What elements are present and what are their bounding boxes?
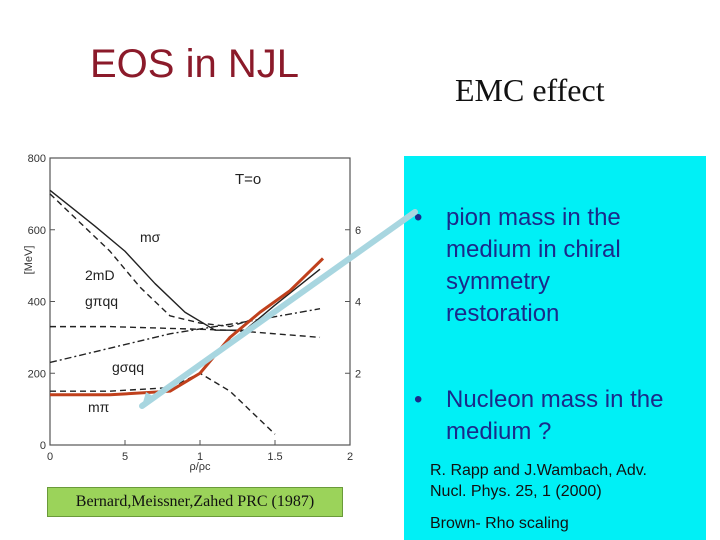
y2-ticks: 2 4 6 (345, 225, 361, 380)
series-group (49, 189, 325, 435)
slide-title-right: EMC effect (455, 72, 605, 108)
annotation-arrowhead (142, 392, 156, 406)
series-line-1 (49, 193, 253, 328)
bullet-text: pion mass in the medium in chiral symmet… (446, 204, 621, 327)
y-tick-label: 200 (28, 368, 46, 380)
annotation-arrow (139, 209, 418, 409)
bullet-panel (404, 156, 706, 540)
label-g-sigma-qq: gσqq (112, 359, 144, 375)
citation: R. Rapp and J.Wambach, Adv. Nucl. Phys. … (430, 462, 647, 500)
x-tick-label: 1.5 (267, 451, 282, 463)
eos-chart: 0 200 400 600 800 2 4 6 0 5 1 1.5 2 [MeV] ρ/ρc T=o… (23, 153, 418, 473)
slide-title-left: EOS in NJL (90, 42, 299, 86)
bullet-text: Nucleon mass in the medium ? (446, 386, 664, 445)
x-axis-label: ρ/ρc (189, 461, 211, 473)
x-tick-label: 2 (347, 451, 353, 463)
bullet-pion-mass: • pion mass in the medium in chiral symm… (414, 202, 704, 342)
reference-box: Bernard,Meissner,Zahed PRC (1987) (47, 487, 343, 517)
series-line-0 (49, 189, 321, 331)
x-tick-label: 0 (47, 451, 53, 463)
bullet-marker: • (414, 204, 423, 231)
y2-tick-label: 4 (355, 297, 361, 309)
label-m-sigma: mσ (140, 229, 161, 245)
y2-tick-label: 6 (355, 225, 361, 237)
x-ticks: 0 5 1 1.5 2 (47, 440, 353, 463)
bullet-nucleon-mass: • Nucleon mass in the medium ? (414, 384, 714, 454)
series-line-4 (50, 372, 276, 435)
y-tick-label: 400 (28, 297, 46, 309)
condition-label: T=o (235, 171, 261, 188)
x-tick-label: 1 (197, 451, 203, 463)
y-axis-label: [MeV] (23, 246, 35, 275)
y-tick-label: 0 (40, 440, 46, 452)
bullet-marker: • (414, 386, 423, 413)
x-tick-label: 5 (122, 451, 128, 463)
y-tick-label: 800 (28, 153, 46, 165)
y2-tick-label: 2 (355, 368, 361, 380)
label-m-pi: mπ (88, 399, 110, 415)
y-tick-label: 600 (28, 225, 46, 237)
model-name: Brown- Rho scaling (430, 515, 569, 532)
label-2mD: 2mD (85, 267, 115, 283)
series-line-3 (49, 307, 321, 364)
label-g-pi-qq: gπqq (85, 293, 118, 309)
y-ticks: 0 200 400 600 800 (28, 153, 55, 452)
